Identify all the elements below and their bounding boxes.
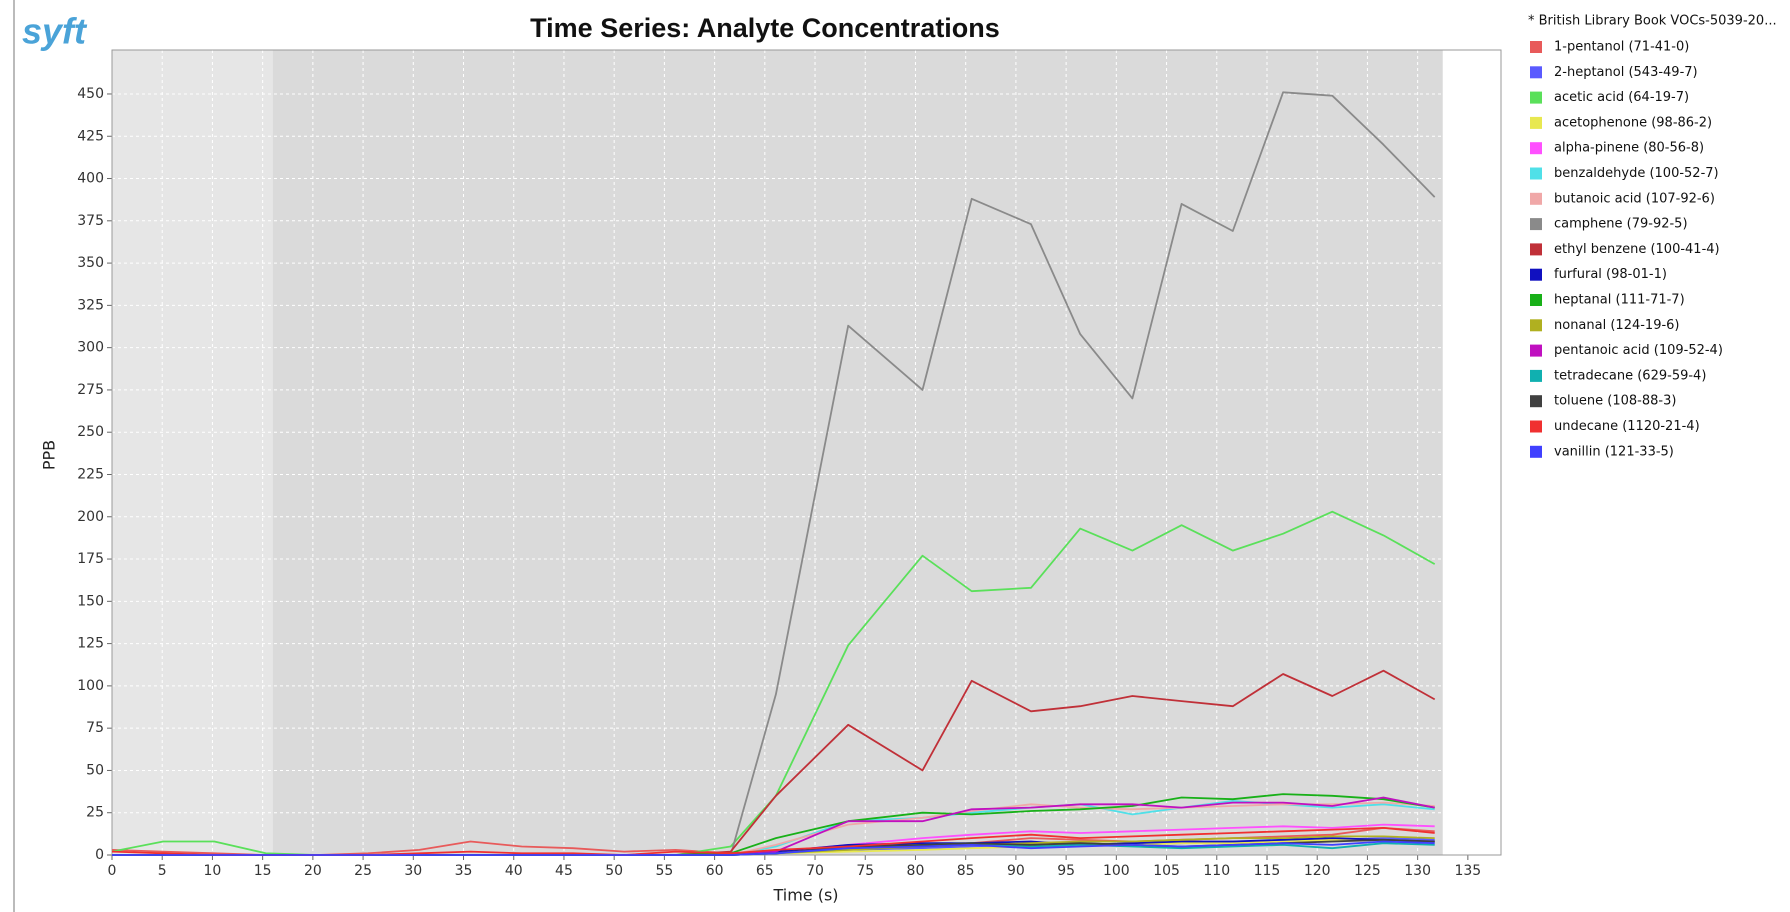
- x-tick-label: 80: [907, 863, 925, 879]
- legend-swatch: [1530, 41, 1542, 53]
- legend-label: acetic acid (64-19-7): [1554, 90, 1689, 105]
- y-tick-label: 400: [77, 171, 104, 187]
- x-tick-label: 125: [1354, 863, 1381, 879]
- y-tick-label: 0: [95, 847, 104, 863]
- x-tick-label: 120: [1304, 863, 1331, 879]
- legend-title: * British Library Book VOCs-5039-20...: [1528, 14, 1777, 29]
- x-tick-label: 75: [856, 863, 874, 879]
- y-tick-label: 350: [77, 255, 104, 271]
- x-tick-label: 15: [254, 863, 272, 879]
- legend-swatch: [1530, 192, 1542, 205]
- x-tick-label: 115: [1254, 863, 1281, 879]
- y-tick-label: 25: [86, 805, 104, 821]
- x-tick-label: 95: [1057, 863, 1075, 879]
- y-tick-label: 425: [77, 128, 104, 144]
- shaded-region: [272, 50, 1443, 855]
- x-tick-label: 60: [706, 863, 724, 879]
- x-tick-label: 85: [957, 863, 975, 879]
- plot-border: [111, 49, 1502, 856]
- legend-label: butanoic acid (107-92-6): [1554, 191, 1715, 206]
- legend-label: tetradecane (629-59-4): [1554, 368, 1706, 383]
- y-tick-label: 300: [77, 340, 104, 356]
- y-axis-label: PPB: [40, 440, 59, 470]
- legend-label: furfural (98-01-1): [1554, 267, 1667, 282]
- legend-swatch: [1530, 369, 1542, 382]
- y-tick-label: 250: [77, 424, 104, 440]
- legend-label: pentanoic acid (109-52-4): [1554, 343, 1723, 358]
- legend-label: 1-pentanol (71-41-0): [1554, 40, 1689, 55]
- legend-swatch: [1530, 420, 1542, 433]
- y-tick-label: 375: [77, 213, 104, 229]
- legend-label: camphene (79-92-5): [1554, 217, 1688, 232]
- legend-swatch: [1530, 116, 1542, 129]
- chart-title: Time Series: Analyte Concentrations: [530, 13, 1000, 43]
- legend-swatch: [1530, 344, 1542, 357]
- x-axis-label: Time (s): [772, 886, 838, 905]
- x-tick-label: 105: [1153, 863, 1180, 879]
- x-tick-label: 90: [1007, 863, 1025, 879]
- x-tick-label: 130: [1404, 863, 1431, 879]
- x-tick-label: 30: [404, 863, 422, 879]
- x-tick-label: 20: [304, 863, 322, 879]
- legend-label: acetophenone (98-86-2): [1554, 115, 1712, 130]
- y-tick-label: 125: [77, 636, 104, 652]
- legend-swatch: [1530, 218, 1542, 231]
- x-tick-label: 65: [756, 863, 774, 879]
- legend-swatch: [1530, 243, 1542, 256]
- x-tick-label: 50: [605, 863, 623, 879]
- legend-label: nonanal (124-19-6): [1554, 318, 1680, 333]
- y-tick-label: 225: [77, 466, 104, 482]
- x-tick-label: 5: [158, 863, 167, 879]
- x-tick-label: 0: [108, 863, 117, 879]
- y-tick-label: 75: [86, 720, 104, 736]
- x-tick-label: 40: [505, 863, 523, 879]
- y-tick-label: 175: [77, 551, 104, 567]
- legend-label: ethyl benzene (100-41-4): [1554, 242, 1720, 257]
- legend-label: vanillin (121-33-5): [1554, 444, 1674, 459]
- x-tick-label: 35: [455, 863, 473, 879]
- y-tick-label: 325: [77, 297, 104, 313]
- y-tick-label: 450: [77, 86, 104, 102]
- shaded-region: [112, 50, 273, 855]
- x-tick-label: 45: [555, 863, 573, 879]
- legend-swatch: [1530, 294, 1542, 306]
- legend-swatch: [1530, 91, 1542, 104]
- legend-swatch: [1530, 66, 1542, 79]
- x-tick-label: 10: [204, 863, 222, 879]
- y-tick-label: 200: [77, 509, 104, 525]
- legend-label: heptanal (111-71-7): [1554, 293, 1685, 308]
- x-tick-label: 25: [354, 863, 372, 879]
- x-tick-label: 100: [1103, 863, 1130, 879]
- y-tick-label: 100: [77, 678, 104, 694]
- y-tick-label: 50: [86, 762, 104, 778]
- legend-swatch: [1530, 395, 1542, 408]
- x-tick-label: 110: [1203, 863, 1230, 879]
- x-tick-label: 70: [806, 863, 824, 879]
- legend-swatch: [1530, 167, 1542, 180]
- legend-swatch: [1530, 319, 1542, 332]
- legend-label: undecane (1120-21-4): [1554, 419, 1700, 434]
- brand-logo: syft: [22, 11, 88, 52]
- legend-label: alpha-pinene (80-56-8): [1554, 141, 1704, 156]
- x-tick-label: 135: [1454, 863, 1481, 879]
- y-tick-label: 275: [77, 382, 104, 398]
- x-tick-label: 55: [655, 863, 673, 879]
- legend-swatch: [1530, 142, 1542, 155]
- legend-label: 2-heptanol (543-49-7): [1554, 65, 1698, 80]
- legend-swatch: [1530, 445, 1542, 458]
- legend-swatch: [1530, 268, 1542, 281]
- y-tick-label: 150: [77, 593, 104, 609]
- legend-label: benzaldehyde (100-52-7): [1554, 166, 1719, 181]
- legend-label: toluene (108-88-3): [1554, 394, 1676, 409]
- series-line: [112, 840, 1435, 856]
